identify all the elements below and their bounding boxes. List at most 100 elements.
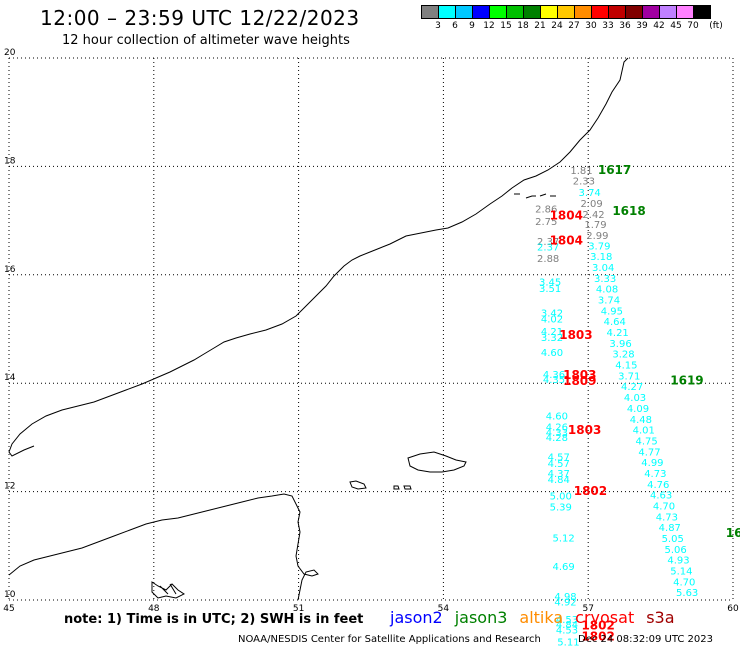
- pass-time-label: 1802: [574, 484, 607, 498]
- legend-unit: (ft): [709, 21, 723, 31]
- swh-value: 3.04: [592, 263, 614, 274]
- x-tick-label: 57: [582, 604, 593, 614]
- grid-lines: [8, 57, 734, 601]
- swh-value: 4.99: [641, 458, 663, 469]
- swh-value: 4.08: [596, 285, 618, 296]
- swh-value: 4.09: [627, 404, 649, 415]
- legend-label: 9: [469, 21, 475, 31]
- arabian-peninsula-coastline: [8, 57, 629, 457]
- swh-value: 4.93: [667, 556, 689, 567]
- legend-swatch: [574, 5, 592, 19]
- legend-swatch: [608, 5, 626, 19]
- legend-swatch: [489, 5, 507, 19]
- y-tick-label: 18: [4, 156, 16, 166]
- swh-value: 4.70: [653, 501, 675, 512]
- mission-altika: altika: [519, 608, 564, 627]
- color-legend: [421, 5, 711, 19]
- swh-value: 4.92: [554, 597, 576, 608]
- abd-al-kuri-island: [349, 480, 367, 490]
- swh-value: 1.81: [570, 166, 592, 177]
- swh-value: 4.69: [552, 562, 574, 573]
- mission-jason2: jason2: [390, 608, 443, 627]
- swh-value: 2.75: [535, 217, 557, 228]
- swh-value: 4.21: [607, 328, 629, 339]
- legend-label: 42: [653, 21, 665, 31]
- swh-value: 3.33: [594, 274, 616, 285]
- swh-value: 2.88: [537, 254, 559, 265]
- swh-value: 5.39: [550, 503, 572, 514]
- legend-swatch: [506, 5, 524, 19]
- swh-value: 5.14: [670, 567, 692, 578]
- pass-time-label: 1617: [598, 163, 631, 177]
- y-tick-label: 12: [4, 482, 15, 492]
- swh-value: 3.45: [539, 278, 561, 289]
- samhah-island: [403, 485, 412, 490]
- legend-label: 3: [435, 21, 441, 31]
- swh-value: 3.51: [539, 284, 561, 295]
- coastal-islets: [151, 581, 185, 599]
- swh-value: 3.42: [541, 309, 563, 320]
- swh-value: 4.57: [548, 459, 570, 470]
- y-tick-label: 20: [4, 48, 16, 58]
- legend-label: 18: [517, 21, 529, 31]
- legend-label: 15: [500, 21, 512, 31]
- legend-label: 33: [602, 21, 614, 31]
- legend-swatch: [421, 5, 439, 19]
- swh-value: 2.09: [580, 199, 602, 210]
- page-subtitle: 12 hour collection of altimeter wave hei…: [62, 33, 350, 48]
- pass-time-label: 1803: [559, 328, 592, 342]
- legend-swatch: [455, 5, 473, 19]
- x-tick-label: 60: [727, 604, 739, 614]
- legend-swatch: [642, 5, 660, 19]
- swh-value: 4.73: [644, 469, 666, 480]
- swh-value: 4.01: [633, 426, 655, 437]
- mission-jason3: jason3: [454, 608, 508, 627]
- y-tick-label: 16: [4, 265, 16, 275]
- y-tick-label: 10: [4, 590, 16, 600]
- legend-label: 24: [551, 21, 563, 31]
- swh-value: 4.53: [556, 626, 578, 637]
- swh-value: 4.15: [615, 361, 637, 372]
- pass-time-label: 1619: [670, 373, 703, 387]
- swh-value: 4.48: [630, 415, 652, 426]
- legend-label: 39: [636, 21, 648, 31]
- pass-time-label: 1803: [563, 368, 596, 382]
- swh-value: 4.60: [546, 412, 568, 423]
- swh-value: 4.35: [543, 375, 565, 386]
- swh-value: 2.86: [535, 204, 557, 215]
- legend-swatch: [676, 5, 694, 19]
- swh-value: 2.42: [582, 210, 604, 221]
- swh-value: 4.87: [659, 523, 681, 534]
- swh-value: 4.75: [636, 436, 658, 447]
- swh-value: 2.99: [586, 231, 608, 242]
- legend-swatch: [523, 5, 541, 19]
- legend-label: 21: [534, 21, 546, 31]
- legend-label: 70: [687, 21, 699, 31]
- swh-value: 3.74: [579, 188, 601, 199]
- legend-swatch: [438, 5, 456, 19]
- swh-value: 4.37: [548, 469, 570, 480]
- page-title: 12:00 – 23:59 UTC 12/22/2023: [40, 6, 360, 30]
- swh-value: 4.84: [556, 620, 578, 631]
- swh-value: 3.18: [590, 252, 612, 263]
- swh-value: 4.27: [621, 382, 643, 393]
- pass-time-label: 1618: [612, 204, 645, 218]
- legend-swatch: [472, 5, 490, 19]
- pass-time-label: 1802: [581, 618, 614, 632]
- swh-value: 4.98: [554, 592, 576, 603]
- swh-value: 4.95: [601, 306, 623, 317]
- swh-value: 2.37: [537, 237, 559, 248]
- swh-value: 3.79: [588, 241, 610, 252]
- swh-value: 5.05: [662, 534, 684, 545]
- legend-label: 36: [619, 21, 631, 31]
- pass-time-labels: 1617161818041804180318031809180318021802…: [550, 163, 740, 644]
- legend-label: 6: [452, 21, 458, 31]
- swh-value: 4.77: [638, 447, 660, 458]
- pass-time-label: 1802: [581, 630, 614, 644]
- swh-value: 3.28: [612, 350, 634, 361]
- pass-time-label: 1804: [550, 233, 583, 247]
- swh-value: 4.02: [541, 314, 563, 325]
- legend-swatch: [625, 5, 643, 19]
- generated-timestamp: Dec 24 08:32:09 UTC 2023: [578, 634, 713, 645]
